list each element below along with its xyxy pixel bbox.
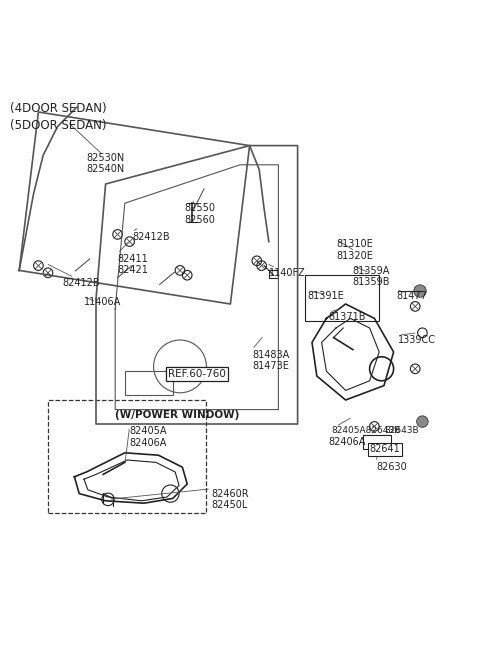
Text: (5DOOR SEDAN): (5DOOR SEDAN) <box>10 119 106 133</box>
Bar <box>269 270 278 277</box>
Text: (4DOOR SEDAN): (4DOOR SEDAN) <box>10 102 106 115</box>
Text: 82411
82421: 82411 82421 <box>118 254 148 276</box>
Text: 81359A
81359B: 81359A 81359B <box>353 266 390 287</box>
Circle shape <box>414 285 426 297</box>
Text: 82460R
82450L: 82460R 82450L <box>211 489 249 510</box>
Text: 1339CC: 1339CC <box>398 335 436 345</box>
Text: 81477: 81477 <box>396 291 427 300</box>
Text: 81391E: 81391E <box>307 291 344 300</box>
Text: 81483A
81473E: 81483A 81473E <box>252 350 289 371</box>
Text: REF.60-760: REF.60-760 <box>168 369 226 379</box>
Text: 81371B: 81371B <box>329 312 366 322</box>
Text: 82405A82643B: 82405A82643B <box>331 426 400 436</box>
Text: 82641: 82641 <box>370 444 400 454</box>
Bar <box>305 276 379 321</box>
Text: 82405A
82406A: 82405A 82406A <box>130 426 167 448</box>
Text: 82530N
82540N: 82530N 82540N <box>86 153 125 174</box>
Text: 82630: 82630 <box>377 462 408 472</box>
Bar <box>48 400 206 513</box>
Text: 11406A: 11406A <box>84 297 121 307</box>
Text: REF.60-760: REF.60-760 <box>168 369 226 379</box>
Text: 81310E
81320E: 81310E 81320E <box>336 239 373 261</box>
Text: 82643B: 82643B <box>384 426 419 436</box>
Text: 82550
82560: 82550 82560 <box>185 203 216 225</box>
Bar <box>363 434 391 449</box>
Text: 82406A: 82406A <box>329 438 366 447</box>
Bar <box>125 371 173 395</box>
Circle shape <box>417 416 428 427</box>
Text: 82412B: 82412B <box>132 232 169 242</box>
Text: (W/POWER WINDOW): (W/POWER WINDOW) <box>115 409 240 420</box>
Text: 82412B: 82412B <box>62 277 100 287</box>
Text: 1140FZ: 1140FZ <box>269 268 306 278</box>
